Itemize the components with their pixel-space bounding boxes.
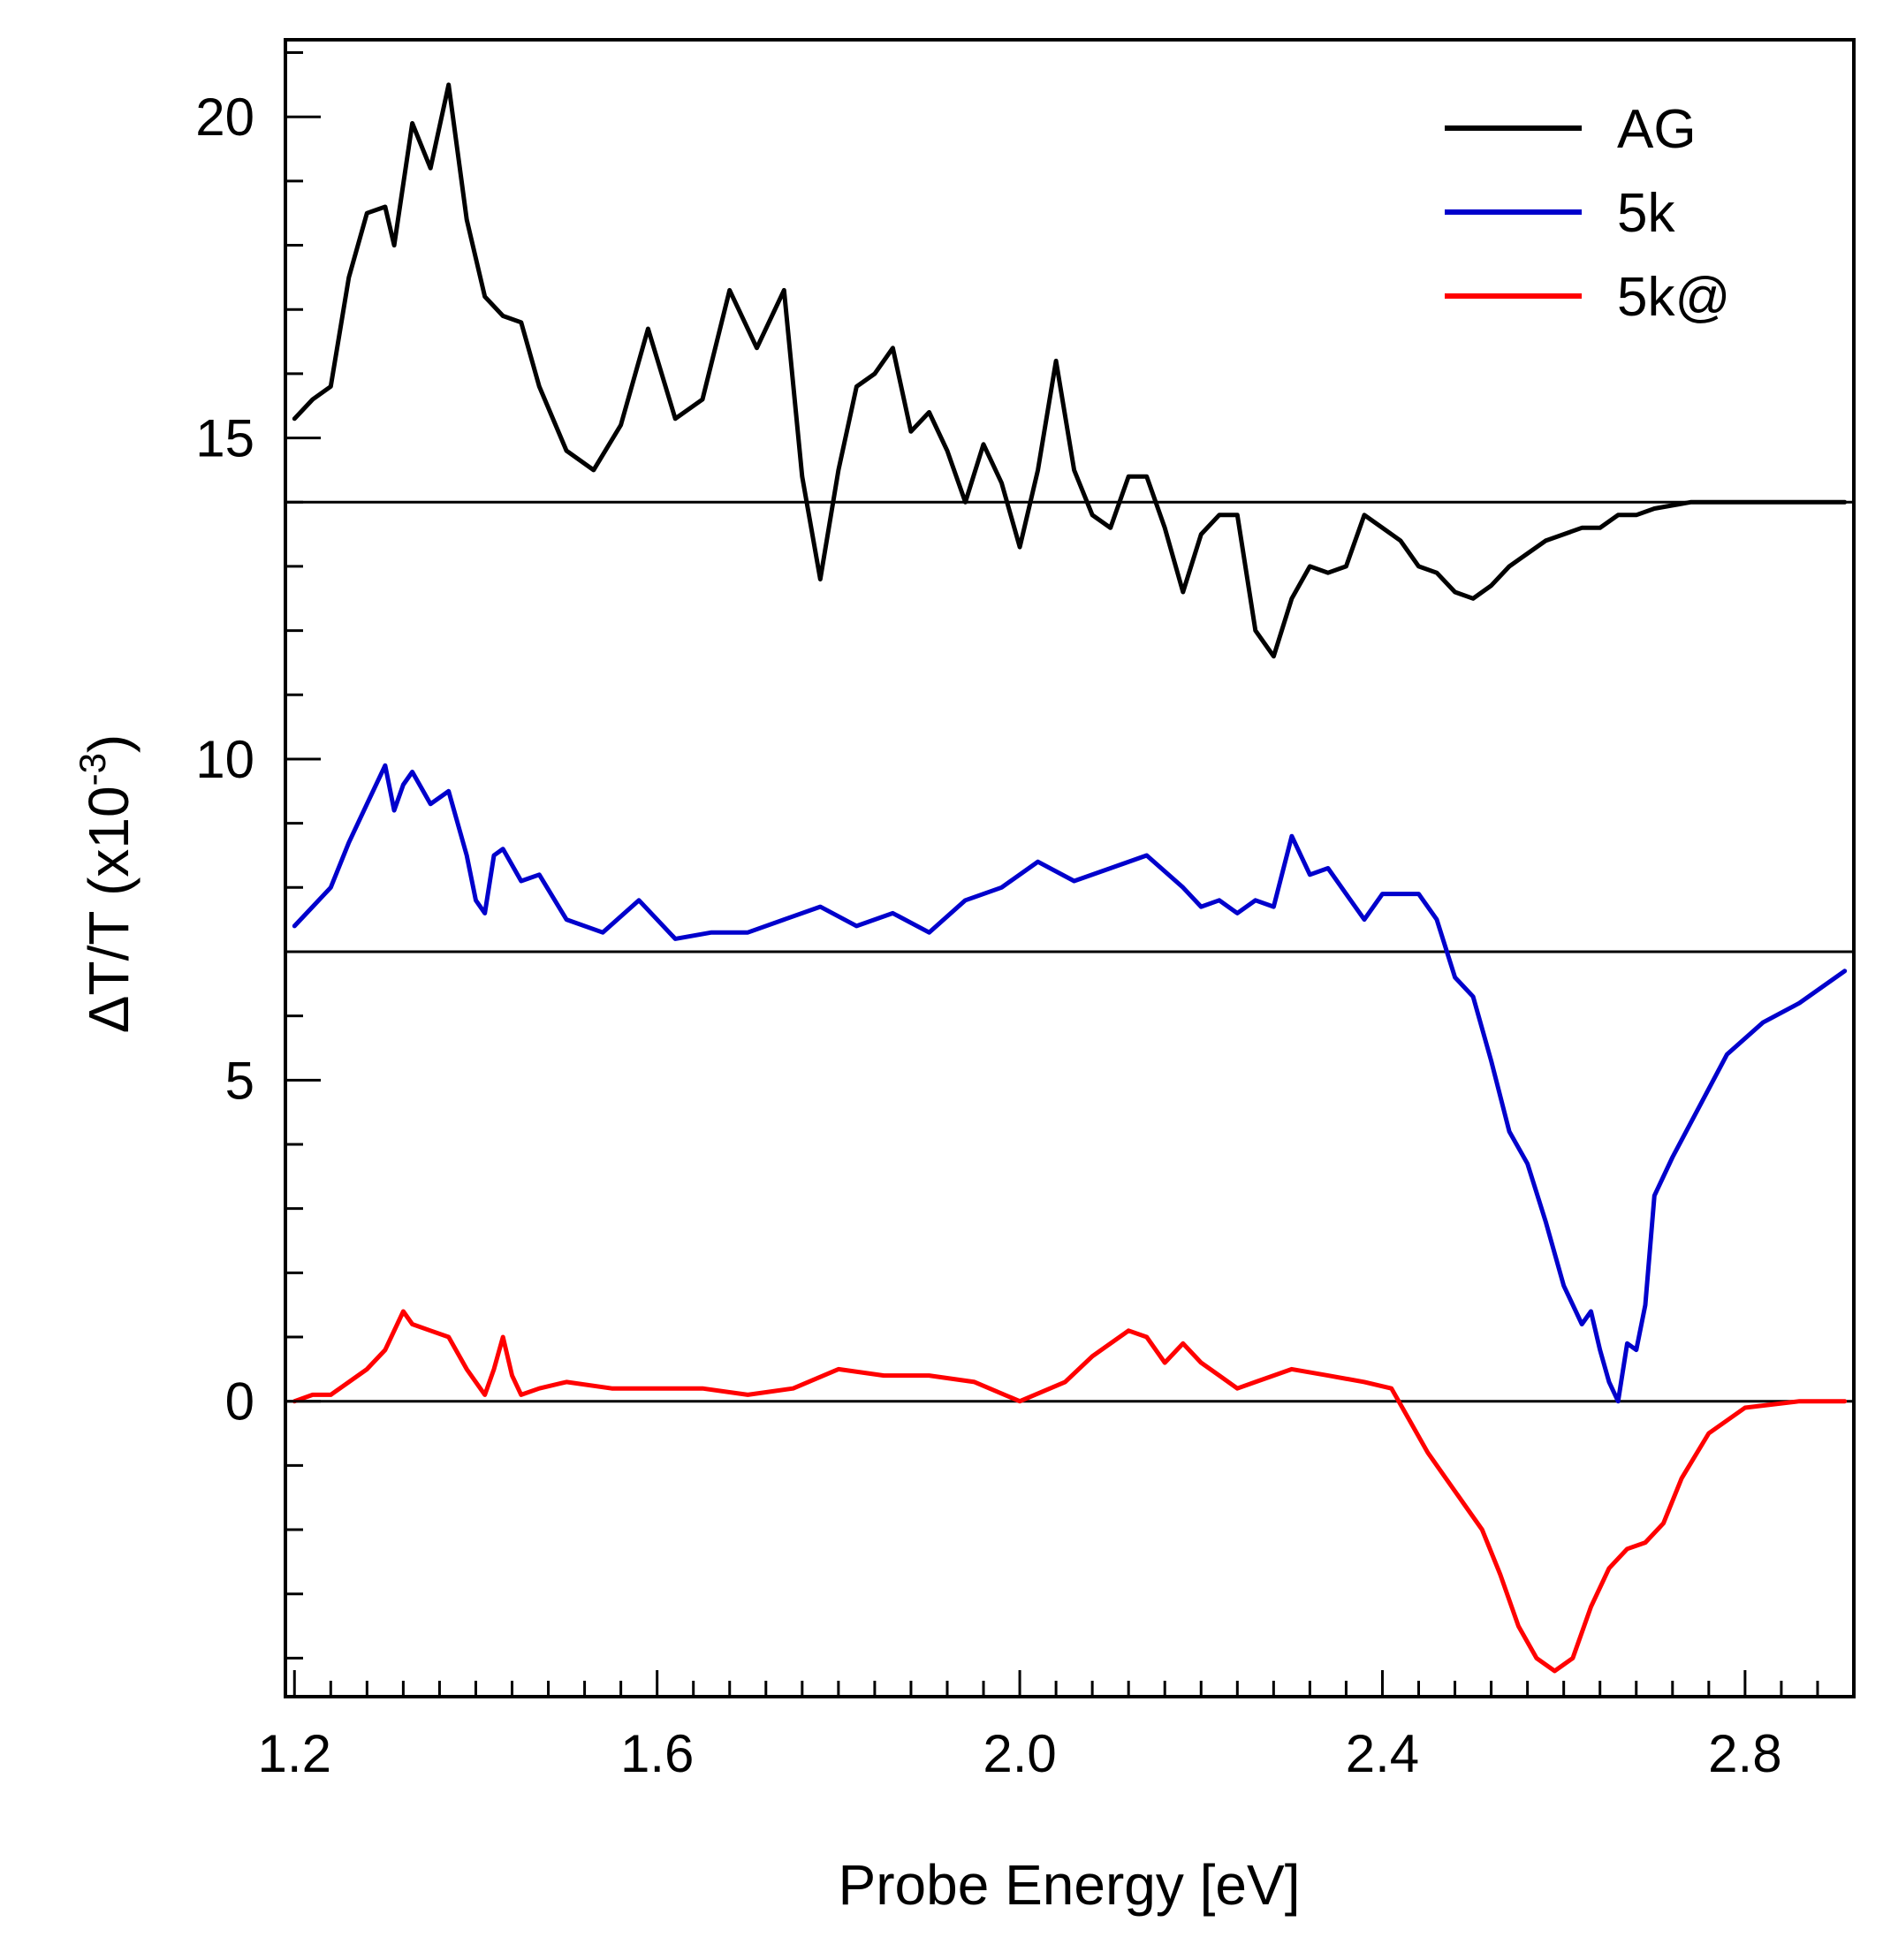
legend-label-5k: 5k@ — [1617, 267, 1730, 328]
y-axis-label-exponent: -3 — [72, 753, 113, 786]
y-axis-label-close: ) — [77, 734, 140, 753]
series-line-ag — [292, 82, 1848, 659]
x-tick-label: 2.0 — [983, 1724, 1056, 1783]
y-tick-label: 10 — [195, 730, 254, 789]
x-tick-label: 2.8 — [1708, 1724, 1781, 1783]
y-tick-label: 0 — [225, 1372, 254, 1432]
y-tick-label: 5 — [225, 1051, 254, 1110]
x-tick-label: 1.2 — [258, 1724, 331, 1783]
x-tick-label: 2.4 — [1346, 1724, 1419, 1783]
x-axis-label: Probe Energy [eV] — [839, 1853, 1301, 1917]
y-tick-label: 15 — [195, 409, 254, 468]
legend-label-ag: AG — [1617, 99, 1697, 160]
legend-label-5k: 5k — [1617, 183, 1675, 244]
series-line-5k — [292, 1309, 1848, 1674]
y-tick-label: 20 — [195, 87, 254, 147]
y-axis-label-main: ΔT/T (x10 — [77, 786, 140, 1033]
plot-frame — [284, 38, 1856, 1698]
series-line-5k — [292, 763, 1848, 1404]
y-axis-label: ΔT/T (x10-3) — [72, 734, 140, 1034]
x-tick-label: 1.6 — [620, 1724, 694, 1783]
